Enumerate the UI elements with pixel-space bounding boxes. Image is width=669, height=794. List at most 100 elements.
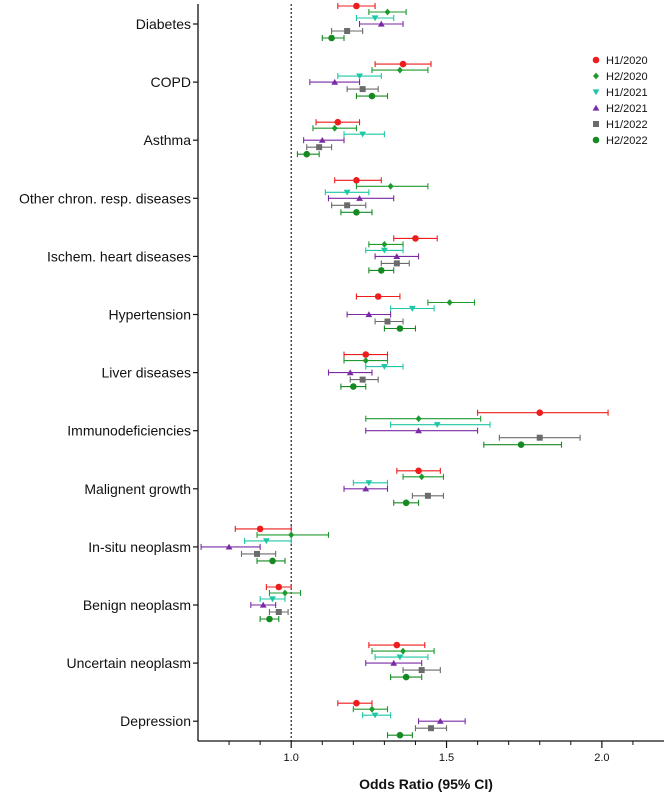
point-estimate	[359, 131, 367, 138]
point-estimate	[371, 15, 379, 22]
point-estimate	[356, 195, 363, 201]
point-estimate	[415, 467, 422, 475]
series-H2-2020	[256, 8, 482, 713]
point-estimate	[288, 531, 295, 539]
point-estimate	[353, 699, 360, 707]
point-estimate	[346, 369, 354, 376]
category-label: Ischem. heart diseases	[47, 248, 191, 264]
point-estimate	[331, 124, 338, 132]
category-label: Other chron. resp. diseases	[19, 190, 191, 206]
point-estimate	[356, 73, 363, 80]
point-estimate	[418, 473, 425, 481]
point-estimate	[254, 550, 261, 557]
point-estimate	[396, 654, 404, 661]
point-estimate	[381, 247, 388, 254]
x-tick-label: 2.0	[594, 752, 609, 764]
category-label: Liver diseases	[102, 365, 192, 381]
x-axis-title: Odds Ratio (95% CI)	[359, 776, 493, 792]
point-estimate	[377, 267, 385, 274]
point-estimate	[384, 318, 391, 325]
legend-label: H2/2022	[606, 135, 648, 147]
point-estimate	[517, 441, 525, 449]
category-label: Malignent growth	[84, 481, 191, 497]
point-estimate	[393, 260, 400, 267]
plot-area: 1.0 1.5 2.0	[193, 2, 664, 764]
point-estimate	[390, 659, 398, 666]
point-estimate	[368, 705, 375, 713]
legend-label: H1/2020	[606, 55, 648, 67]
point-estimate	[396, 66, 403, 74]
point-estimate	[362, 351, 370, 358]
point-estimate	[374, 293, 382, 300]
category-label: Benign neoplasm	[83, 597, 191, 613]
legend-item: H2/2020	[593, 71, 648, 83]
point-estimate	[371, 712, 379, 719]
legend-label: H1/2021	[606, 87, 648, 99]
series-H1-2021	[244, 15, 491, 719]
point-estimate	[303, 150, 311, 158]
point-estimate	[334, 118, 342, 126]
point-estimate	[384, 8, 391, 16]
legend-label: H2/2021	[606, 103, 648, 115]
category-label: Hypertension	[109, 307, 192, 323]
point-estimate	[402, 499, 410, 507]
point-estimate	[408, 305, 416, 312]
legend-item: H1/2021	[592, 87, 648, 99]
series-H2-2021	[200, 20, 479, 725]
legend-label: H1/2022	[606, 119, 648, 131]
legend-marker	[592, 89, 600, 96]
legend-marker	[592, 56, 600, 64]
point-estimate	[350, 383, 357, 390]
point-estimate	[269, 557, 276, 565]
point-estimate	[415, 415, 422, 423]
point-estimate	[275, 583, 283, 591]
series-H1-2022	[240, 28, 581, 732]
point-estimate	[396, 731, 404, 739]
point-estimate	[353, 2, 360, 10]
category-label: Diabetes	[136, 16, 191, 32]
point-estimate	[436, 718, 444, 724]
category-label: Depression	[120, 713, 191, 729]
point-estimate	[262, 538, 270, 545]
point-estimate	[362, 485, 370, 492]
point-estimate	[424, 492, 431, 499]
point-estimate	[281, 589, 288, 597]
legend-marker	[593, 121, 599, 127]
point-estimate	[396, 325, 404, 332]
category-label: In-situ neoplasm	[88, 539, 191, 555]
legend-marker	[592, 136, 600, 144]
legend-label: H2/2020	[606, 71, 648, 83]
point-estimate	[344, 28, 351, 34]
point-estimate	[381, 241, 388, 248]
point-estimate	[266, 615, 273, 623]
point-estimate	[275, 609, 282, 615]
point-estimate	[318, 137, 326, 143]
point-estimate	[316, 144, 323, 151]
legend-item: H1/2022	[593, 119, 648, 131]
point-estimate	[536, 409, 544, 417]
point-estimate	[377, 20, 385, 27]
point-estimate	[256, 525, 264, 533]
point-estimate	[328, 34, 335, 42]
legend-item: H2/2021	[592, 103, 648, 115]
point-estimate	[365, 480, 373, 486]
point-estimate	[428, 725, 434, 732]
x-tick-label: 1.0	[284, 752, 299, 764]
point-estimate	[387, 182, 394, 190]
point-estimate	[359, 376, 366, 383]
point-estimate	[344, 202, 351, 209]
point-estimate	[536, 434, 543, 441]
point-estimate	[412, 235, 419, 242]
data-marks	[200, 2, 609, 739]
y-axis-ticks	[193, 23, 198, 722]
point-estimate	[393, 253, 401, 259]
category-label: COPD	[151, 74, 191, 90]
point-estimate	[225, 543, 233, 550]
point-estimate	[343, 189, 351, 196]
point-estimate	[381, 364, 388, 370]
point-estimate	[353, 209, 360, 216]
legend: H1/2020 H2/2020 H1/2021 H2/2021 H1/2022 H2/20…	[592, 55, 648, 147]
legend-item: H1/2020	[592, 55, 648, 67]
point-estimate	[433, 422, 441, 428]
